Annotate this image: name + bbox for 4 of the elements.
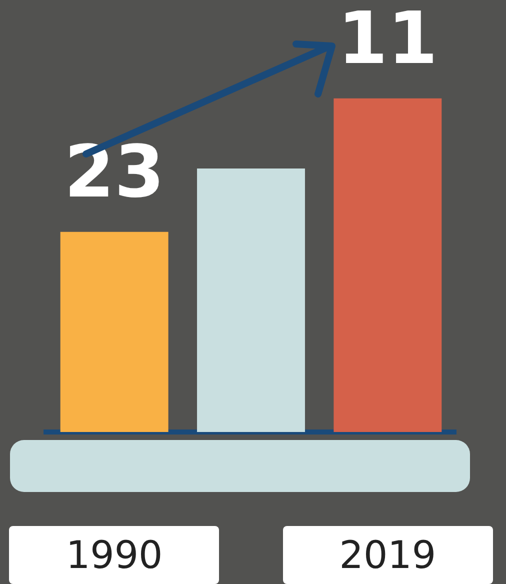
- x-tick-label: 1990: [66, 533, 163, 577]
- x-tick-label: 2019: [339, 533, 436, 577]
- text: 11: [338, 0, 438, 80]
- annotation: 23: [64, 130, 164, 214]
